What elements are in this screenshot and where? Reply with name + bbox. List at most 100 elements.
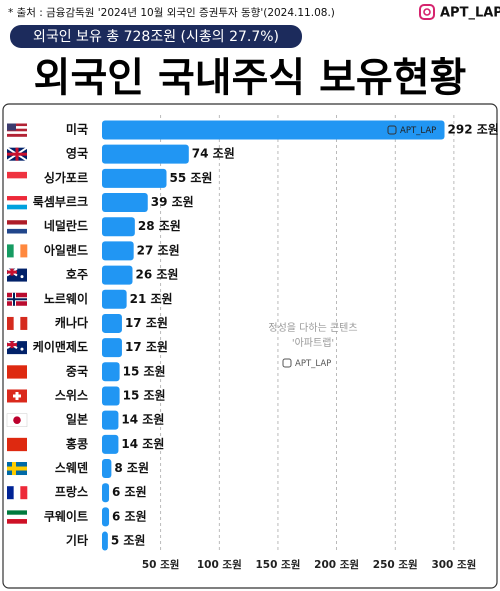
y-tick-label: 아일랜드 bbox=[44, 242, 88, 257]
flag bbox=[6, 267, 27, 282]
bar bbox=[102, 338, 122, 358]
y-tick-label: 케이맨제도 bbox=[33, 339, 88, 354]
bar bbox=[102, 410, 119, 430]
flag-part bbox=[20, 244, 28, 258]
flag-part bbox=[7, 126, 27, 129]
value-label: 8 조원 bbox=[114, 461, 149, 475]
flag-part bbox=[7, 171, 27, 179]
flag-part bbox=[20, 275, 24, 279]
y-tick-label: 미국 bbox=[66, 122, 88, 137]
chart-frame bbox=[2, 103, 498, 589]
flag bbox=[7, 486, 28, 500]
y-tick-label: 중국 bbox=[66, 364, 88, 378]
flag-part bbox=[7, 343, 17, 347]
y-tick-label: 프랑스 bbox=[55, 485, 88, 499]
source: * 출처 : 금융감독원 '2024년 10월 외국인 증권투자 동향'(202… bbox=[8, 7, 335, 19]
flag-part bbox=[7, 131, 27, 135]
value-label: 6 조원 bbox=[112, 485, 147, 499]
handle: APT_LAP bbox=[440, 6, 500, 21]
bar bbox=[102, 168, 167, 188]
flag bbox=[7, 123, 27, 137]
flag-part bbox=[7, 128, 27, 132]
y-tick-label: 호주 bbox=[66, 268, 88, 282]
flag-part bbox=[7, 519, 27, 524]
y-tick-label: 일본 bbox=[66, 413, 88, 427]
y-tick-label: 기타 bbox=[66, 533, 88, 548]
watermark: APT_LAP bbox=[400, 126, 436, 136]
value-label: 5 조원 bbox=[111, 534, 146, 548]
flag bbox=[6, 413, 28, 427]
flag bbox=[6, 340, 27, 355]
y-tick-label: 홍콩 bbox=[66, 436, 88, 451]
y-tick-label: 싱가포르 bbox=[44, 170, 88, 185]
flag bbox=[7, 462, 27, 476]
flag bbox=[7, 244, 28, 258]
bar bbox=[102, 483, 110, 503]
flag-part bbox=[7, 152, 27, 156]
flag-part bbox=[13, 394, 21, 398]
watermark-icon bbox=[282, 358, 292, 368]
flag-part bbox=[7, 123, 27, 127]
flag-part bbox=[7, 133, 27, 137]
flag-part bbox=[7, 365, 27, 379]
flag-part bbox=[20, 486, 28, 500]
x-tick-label: 300 조원 bbox=[431, 558, 476, 571]
flag bbox=[7, 437, 27, 452]
flag-part bbox=[7, 196, 27, 201]
value-label: 17 조원 bbox=[125, 340, 168, 354]
value-label: 26 조원 bbox=[135, 268, 178, 282]
flag-part bbox=[7, 270, 17, 274]
bar bbox=[102, 507, 110, 527]
bar bbox=[102, 120, 445, 140]
value-label: 15 조원 bbox=[123, 364, 166, 378]
flag bbox=[6, 146, 28, 162]
instagram-icon bbox=[419, 4, 435, 20]
bar bbox=[102, 265, 133, 285]
x-tick-label: 100 조원 bbox=[197, 558, 242, 571]
flag bbox=[7, 196, 27, 210]
bar bbox=[102, 289, 127, 309]
flag-part bbox=[7, 316, 14, 330]
chart-title: 외국인 국내주식 보유현황 bbox=[34, 55, 467, 101]
y-tick-label: 스위스 bbox=[55, 388, 88, 402]
flag-part bbox=[7, 437, 27, 452]
bar bbox=[102, 434, 119, 454]
flag bbox=[7, 365, 27, 379]
y-tick-label: 노르웨이 bbox=[44, 291, 88, 306]
x-tick-label: 150 조원 bbox=[255, 558, 300, 571]
value-label: 17 조원 bbox=[125, 316, 168, 330]
y-tick-label: 스웨덴 bbox=[55, 460, 88, 475]
flag-part bbox=[7, 224, 27, 230]
y-tick-label: 캐나다 bbox=[55, 315, 88, 330]
y-tick-label: 쿠웨이트 bbox=[44, 508, 88, 523]
x-tick-label: 250 조원 bbox=[373, 558, 418, 571]
bar bbox=[102, 362, 120, 382]
x-tick-label: 50 조원 bbox=[142, 558, 180, 571]
flag-part bbox=[7, 466, 27, 471]
flag bbox=[7, 292, 27, 306]
value-label: 27 조원 bbox=[137, 243, 180, 257]
watermark-icon bbox=[387, 125, 397, 135]
bar bbox=[102, 144, 189, 164]
y-tick-label: 룩셈부르크 bbox=[33, 194, 88, 209]
y-tick-label: 영국 bbox=[66, 146, 88, 161]
subtitle-pill bbox=[10, 25, 302, 48]
value-label: 28 조원 bbox=[138, 219, 181, 233]
bar bbox=[102, 241, 134, 261]
value-label: 74 조원 bbox=[192, 147, 235, 161]
subtitle: 외국인 보유 총 728조원 (시총의 27.7%) bbox=[33, 29, 279, 45]
x-tick-label: 200 조원 bbox=[314, 558, 359, 571]
instagram-icon bbox=[423, 8, 431, 16]
flag-part bbox=[13, 244, 21, 258]
flag-part bbox=[20, 347, 24, 351]
flag-part bbox=[13, 416, 21, 424]
flag-part bbox=[7, 510, 27, 516]
flag-part bbox=[7, 298, 27, 301]
bar bbox=[102, 217, 135, 237]
watermark: APT_LAP bbox=[295, 359, 331, 369]
flag bbox=[7, 220, 27, 234]
watermark: 정성을 다하는 콘텐츠 bbox=[268, 321, 357, 334]
bar bbox=[102, 386, 120, 406]
y-tick-label: 네덜란드 bbox=[44, 218, 88, 233]
